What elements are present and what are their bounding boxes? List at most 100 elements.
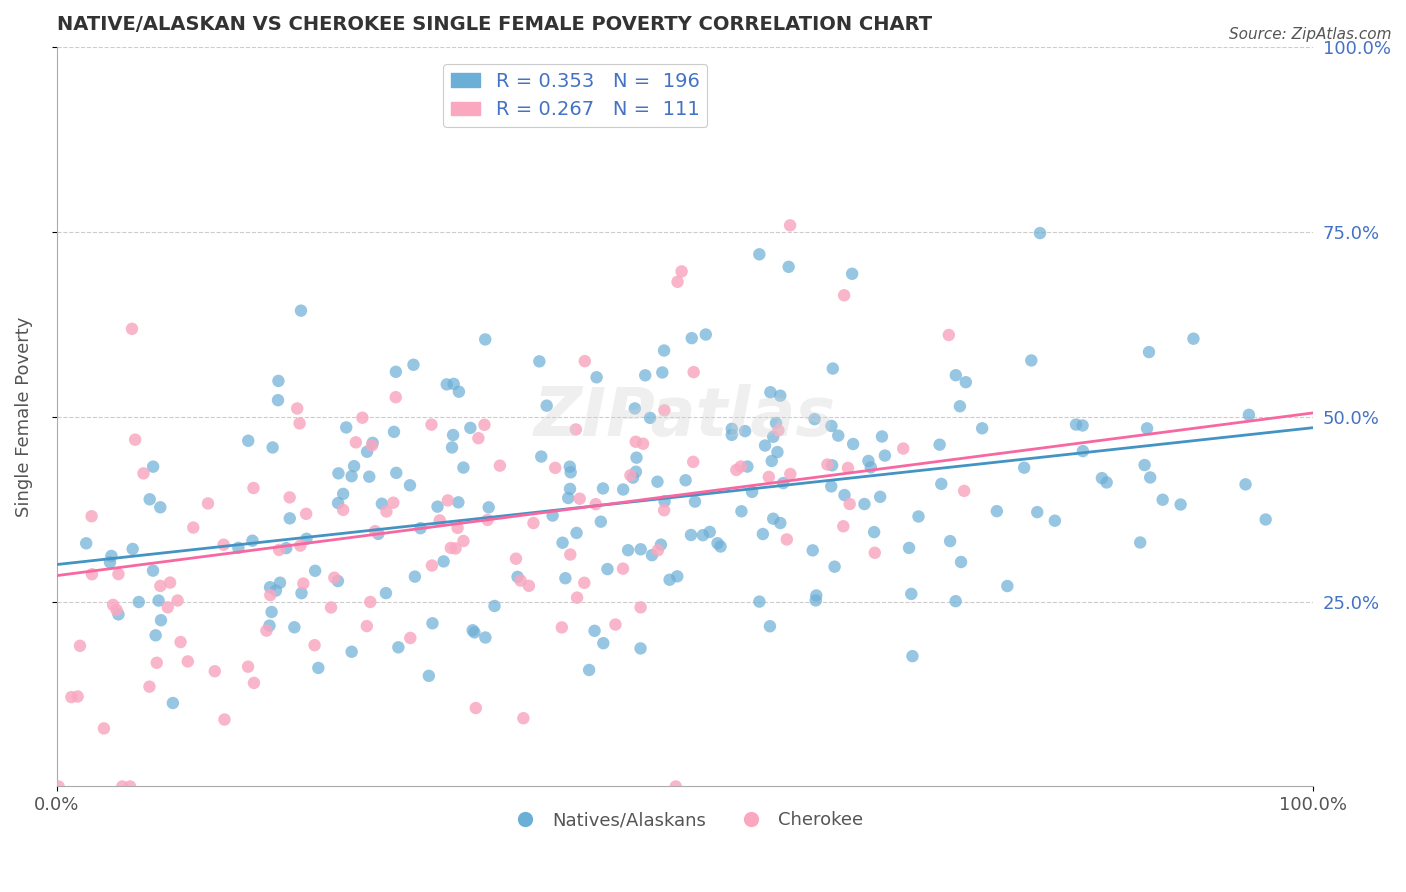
Natives/Alaskans — [387, 640, 409, 655]
Natives/Alaskans — [551, 535, 574, 549]
Natives/Alaskans — [162, 696, 184, 710]
Natives/Alaskans — [641, 548, 664, 562]
Natives/Alaskans — [385, 466, 408, 480]
Natives/Alaskans — [778, 260, 800, 274]
Natives/Alaskans — [928, 437, 950, 451]
Cherokee — [332, 503, 354, 517]
Text: ZIPatlas: ZIPatlas — [534, 384, 837, 450]
Natives/Alaskans — [404, 569, 426, 583]
Natives/Alaskans — [769, 516, 792, 530]
Cherokee — [323, 571, 346, 585]
Natives/Alaskans — [367, 527, 389, 541]
Natives/Alaskans — [624, 401, 647, 416]
Cherokee — [467, 431, 489, 445]
Natives/Alaskans — [1139, 470, 1161, 484]
Natives/Alaskans — [898, 541, 921, 555]
Natives/Alaskans — [283, 620, 305, 634]
Natives/Alaskans — [617, 543, 640, 558]
Natives/Alaskans — [128, 595, 150, 609]
Cherokee — [768, 424, 790, 438]
Cherokee — [375, 504, 398, 518]
Cherokee — [177, 655, 200, 669]
Natives/Alaskans — [681, 331, 703, 345]
Legend: Natives/Alaskans, Cherokee: Natives/Alaskans, Cherokee — [499, 805, 870, 837]
Natives/Alaskans — [900, 587, 922, 601]
Natives/Alaskans — [772, 476, 794, 491]
Natives/Alaskans — [720, 422, 742, 436]
Cherokee — [159, 575, 181, 590]
Cherokee — [666, 275, 689, 289]
Cherokee — [474, 417, 496, 432]
Natives/Alaskans — [986, 504, 1008, 518]
Cherokee — [815, 458, 838, 472]
Natives/Alaskans — [359, 469, 381, 483]
Natives/Alaskans — [754, 438, 776, 452]
Cherokee — [285, 401, 308, 416]
Cherokee — [292, 576, 315, 591]
Natives/Alaskans — [666, 569, 689, 583]
Cherokee — [444, 541, 467, 556]
Cherokee — [267, 542, 290, 557]
Natives/Alaskans — [295, 532, 318, 546]
Natives/Alaskans — [821, 458, 844, 473]
Natives/Alaskans — [441, 428, 464, 442]
Natives/Alaskans — [630, 542, 652, 557]
Natives/Alaskans — [560, 465, 582, 479]
Natives/Alaskans — [907, 509, 929, 524]
Natives/Alaskans — [870, 429, 893, 443]
Natives/Alaskans — [1091, 471, 1114, 485]
Natives/Alaskans — [264, 583, 287, 598]
Natives/Alaskans — [426, 500, 449, 514]
Text: NATIVE/ALASKAN VS CHEROKEE SINGLE FEMALE POVERTY CORRELATION CHART: NATIVE/ALASKAN VS CHEROKEE SINGLE FEMALE… — [56, 15, 932, 34]
Natives/Alaskans — [945, 594, 967, 608]
Cherokee — [304, 638, 326, 652]
Natives/Alaskans — [624, 465, 647, 479]
Cherokee — [440, 541, 463, 555]
Cherokee — [295, 507, 318, 521]
Cherokee — [624, 434, 647, 449]
Natives/Alaskans — [834, 488, 856, 502]
Natives/Alaskans — [1012, 460, 1035, 475]
Natives/Alaskans — [752, 527, 775, 541]
Cherokee — [464, 701, 486, 715]
Cherokee — [382, 496, 405, 510]
Natives/Alaskans — [1254, 512, 1277, 526]
Natives/Alaskans — [626, 450, 648, 465]
Natives/Alaskans — [748, 247, 770, 261]
Natives/Alaskans — [734, 424, 756, 438]
Natives/Alaskans — [340, 469, 363, 483]
Natives/Alaskans — [1043, 514, 1066, 528]
Cherokee — [288, 417, 311, 431]
Cherokee — [138, 680, 160, 694]
Natives/Alaskans — [592, 482, 614, 496]
Natives/Alaskans — [267, 374, 290, 388]
Cherokee — [149, 579, 172, 593]
Natives/Alaskans — [806, 589, 828, 603]
Natives/Alaskans — [621, 470, 644, 484]
Cherokee — [344, 435, 367, 450]
Cherokee — [111, 780, 134, 794]
Natives/Alaskans — [436, 377, 458, 392]
Cherokee — [118, 780, 141, 794]
Natives/Alaskans — [675, 473, 697, 487]
Natives/Alaskans — [343, 459, 366, 474]
Natives/Alaskans — [447, 495, 470, 509]
Cherokee — [682, 455, 704, 469]
Natives/Alaskans — [326, 496, 349, 510]
Cherokee — [832, 288, 855, 302]
Cherokee — [364, 524, 387, 538]
Natives/Alaskans — [554, 571, 576, 585]
Cherokee — [647, 543, 669, 558]
Natives/Alaskans — [1170, 498, 1192, 512]
Cherokee — [585, 497, 607, 511]
Natives/Alaskans — [453, 460, 475, 475]
Cherokee — [437, 493, 460, 508]
Natives/Alaskans — [326, 574, 349, 588]
Natives/Alaskans — [142, 459, 165, 474]
Natives/Alaskans — [290, 586, 312, 600]
Natives/Alaskans — [803, 412, 825, 426]
Cherokee — [891, 442, 914, 456]
Cherokee — [652, 503, 675, 517]
Natives/Alaskans — [748, 594, 770, 608]
Cherokee — [352, 410, 374, 425]
